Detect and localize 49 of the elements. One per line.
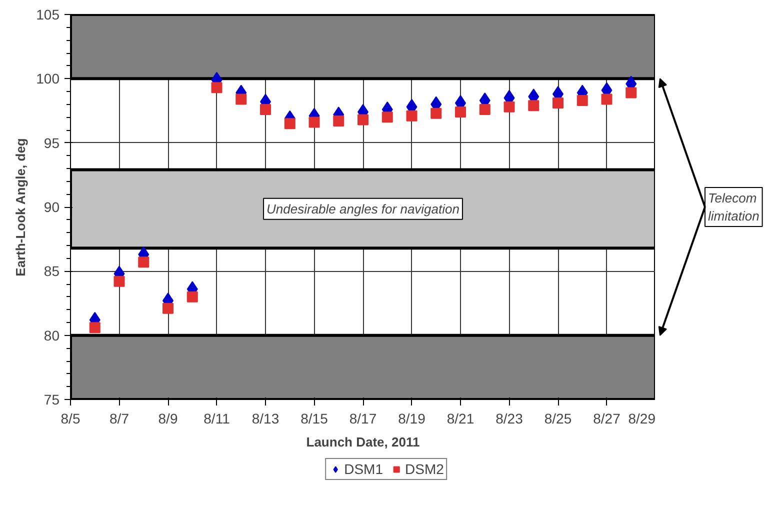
point: [358, 114, 368, 126]
y-tick-label: 105: [36, 6, 60, 22]
point: [406, 110, 418, 122]
x-tick-label: 8/9: [158, 410, 178, 426]
x-tick-label: 8/11: [204, 410, 230, 426]
x-tick-label: 8/27: [593, 410, 621, 426]
legend-label: DSM2: [405, 461, 444, 477]
y-tick-label: 85: [44, 263, 60, 280]
point: [576, 94, 588, 106]
point: [626, 87, 637, 98]
y-tick-label: 100: [36, 70, 60, 87]
point: [430, 108, 442, 119]
point: [504, 101, 515, 112]
x-tick-label: 8/7: [110, 410, 130, 426]
point: [382, 112, 393, 123]
point: [186, 291, 198, 302]
y-tick-label: 75: [44, 392, 60, 408]
x-axis-title: Launch Date, 2011: [306, 434, 420, 450]
point: [236, 94, 247, 105]
text: Telecom limitation: [708, 190, 760, 224]
point: [552, 98, 564, 109]
x-tick-label: 8/13: [252, 410, 280, 426]
x-tick-label: 8/29: [628, 410, 656, 426]
y-tick-label: 80: [44, 327, 60, 344]
x-tick-label: 8/25: [544, 410, 572, 426]
point: [260, 104, 271, 115]
point: [528, 100, 540, 112]
point: [284, 118, 296, 130]
y-tick-label: 90: [44, 199, 60, 215]
x-tick-label: 8/5: [60, 410, 80, 426]
point: [601, 94, 612, 105]
point: [162, 302, 174, 314]
point: [308, 116, 320, 128]
point: [333, 116, 344, 127]
point: [89, 322, 100, 334]
legend-label: DSM1: [344, 461, 383, 477]
x-tick-label: 8/15: [300, 410, 328, 426]
x-tick-label: 8/19: [398, 410, 426, 426]
point: [455, 106, 466, 118]
y-tick-label: 95: [44, 134, 60, 151]
point: [479, 104, 490, 115]
point: [211, 82, 222, 94]
point: [114, 276, 125, 287]
y-axis-title: Earth-Look Angle, deg: [13, 138, 28, 276]
point: [138, 256, 150, 268]
x-tick-label: 8/21: [446, 410, 474, 426]
x-tick-label: 8/17: [349, 410, 377, 426]
band-label: Undesirable angles for navigation: [266, 201, 460, 216]
x-tick-label: 8/23: [496, 410, 524, 426]
